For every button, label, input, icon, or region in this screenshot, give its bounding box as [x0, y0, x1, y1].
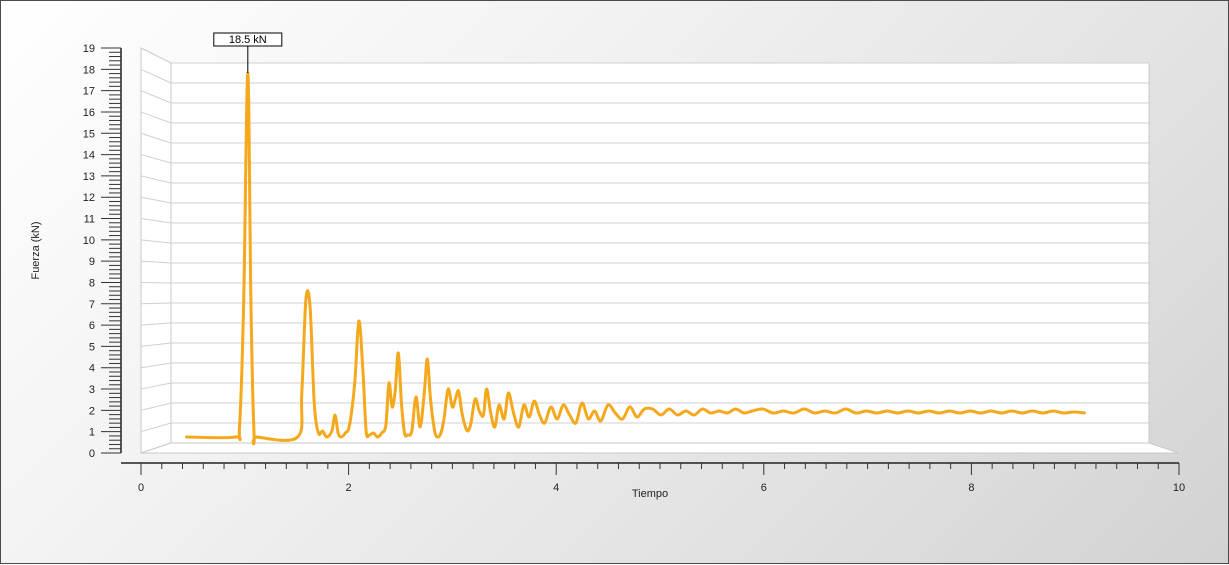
gridline-wall — [140, 342, 172, 347]
gridline-wall — [140, 47, 172, 64]
gridline-wall — [140, 175, 172, 184]
y-tick-label: 0 — [89, 448, 95, 460]
y-tick-label: 14 — [83, 150, 95, 162]
gridline-wall — [140, 382, 172, 390]
gridline-wall — [140, 260, 172, 264]
gridline-wall — [140, 90, 172, 104]
y-tick-label: 2 — [89, 405, 95, 417]
y-tick-label: 11 — [84, 214, 95, 226]
y-tick-label: 10 — [83, 235, 95, 247]
left-wall — [140, 47, 172, 454]
y-tick-label: 18 — [83, 64, 95, 76]
y-axis-title: Fuerza (kN) — [30, 221, 42, 279]
y-tick-label: 8 — [89, 277, 95, 289]
y-tick-label: 19 — [83, 43, 95, 55]
y-tick-label: 9 — [89, 256, 95, 268]
y-tick-label: 17 — [83, 86, 95, 98]
gridline-wall — [140, 111, 172, 124]
y-tick-label: 4 — [89, 363, 95, 375]
x-tick-label: 4 — [553, 482, 559, 494]
gridline-wall — [140, 239, 172, 244]
gridline-wall — [140, 218, 172, 224]
gridline-wall — [140, 302, 172, 305]
gridline-wall — [140, 196, 172, 204]
series-line — [185, 71, 1086, 446]
x-tick-label: 6 — [761, 482, 767, 494]
x-tick-label: 2 — [346, 482, 352, 494]
gridline-wall — [140, 68, 172, 84]
y-tick-label: 12 — [83, 192, 95, 204]
gridline-wall — [140, 132, 172, 144]
gridline-wall — [140, 362, 172, 369]
gridline-wall — [140, 402, 172, 411]
y-tick-label: 15 — [83, 128, 95, 140]
gridline-wall — [140, 322, 172, 326]
y-tick-label: 5 — [89, 341, 95, 353]
x-axis-title: Tiempo — [632, 488, 668, 500]
y-tick-label: 13 — [83, 171, 95, 183]
x-tick-label: 10 — [1173, 482, 1185, 494]
y-tick-label: 3 — [89, 384, 95, 396]
x-tick-label: 8 — [968, 482, 974, 494]
gridline-wall — [140, 281, 172, 284]
y-tick-label: 16 — [83, 107, 95, 119]
gridline-wall — [140, 422, 172, 433]
peak-label-text: 18.5 kN — [229, 34, 267, 46]
back-wall — [170, 62, 1150, 444]
floor-plane — [140, 442, 1180, 454]
x-tick-label: 0 — [138, 482, 144, 494]
peak-label-box — [213, 32, 283, 47]
y-tick-label: 6 — [89, 320, 95, 332]
y-tick-label: 1 — [89, 427, 95, 439]
y-tick-label: 7 — [89, 299, 95, 311]
gridline-wall — [140, 154, 172, 164]
